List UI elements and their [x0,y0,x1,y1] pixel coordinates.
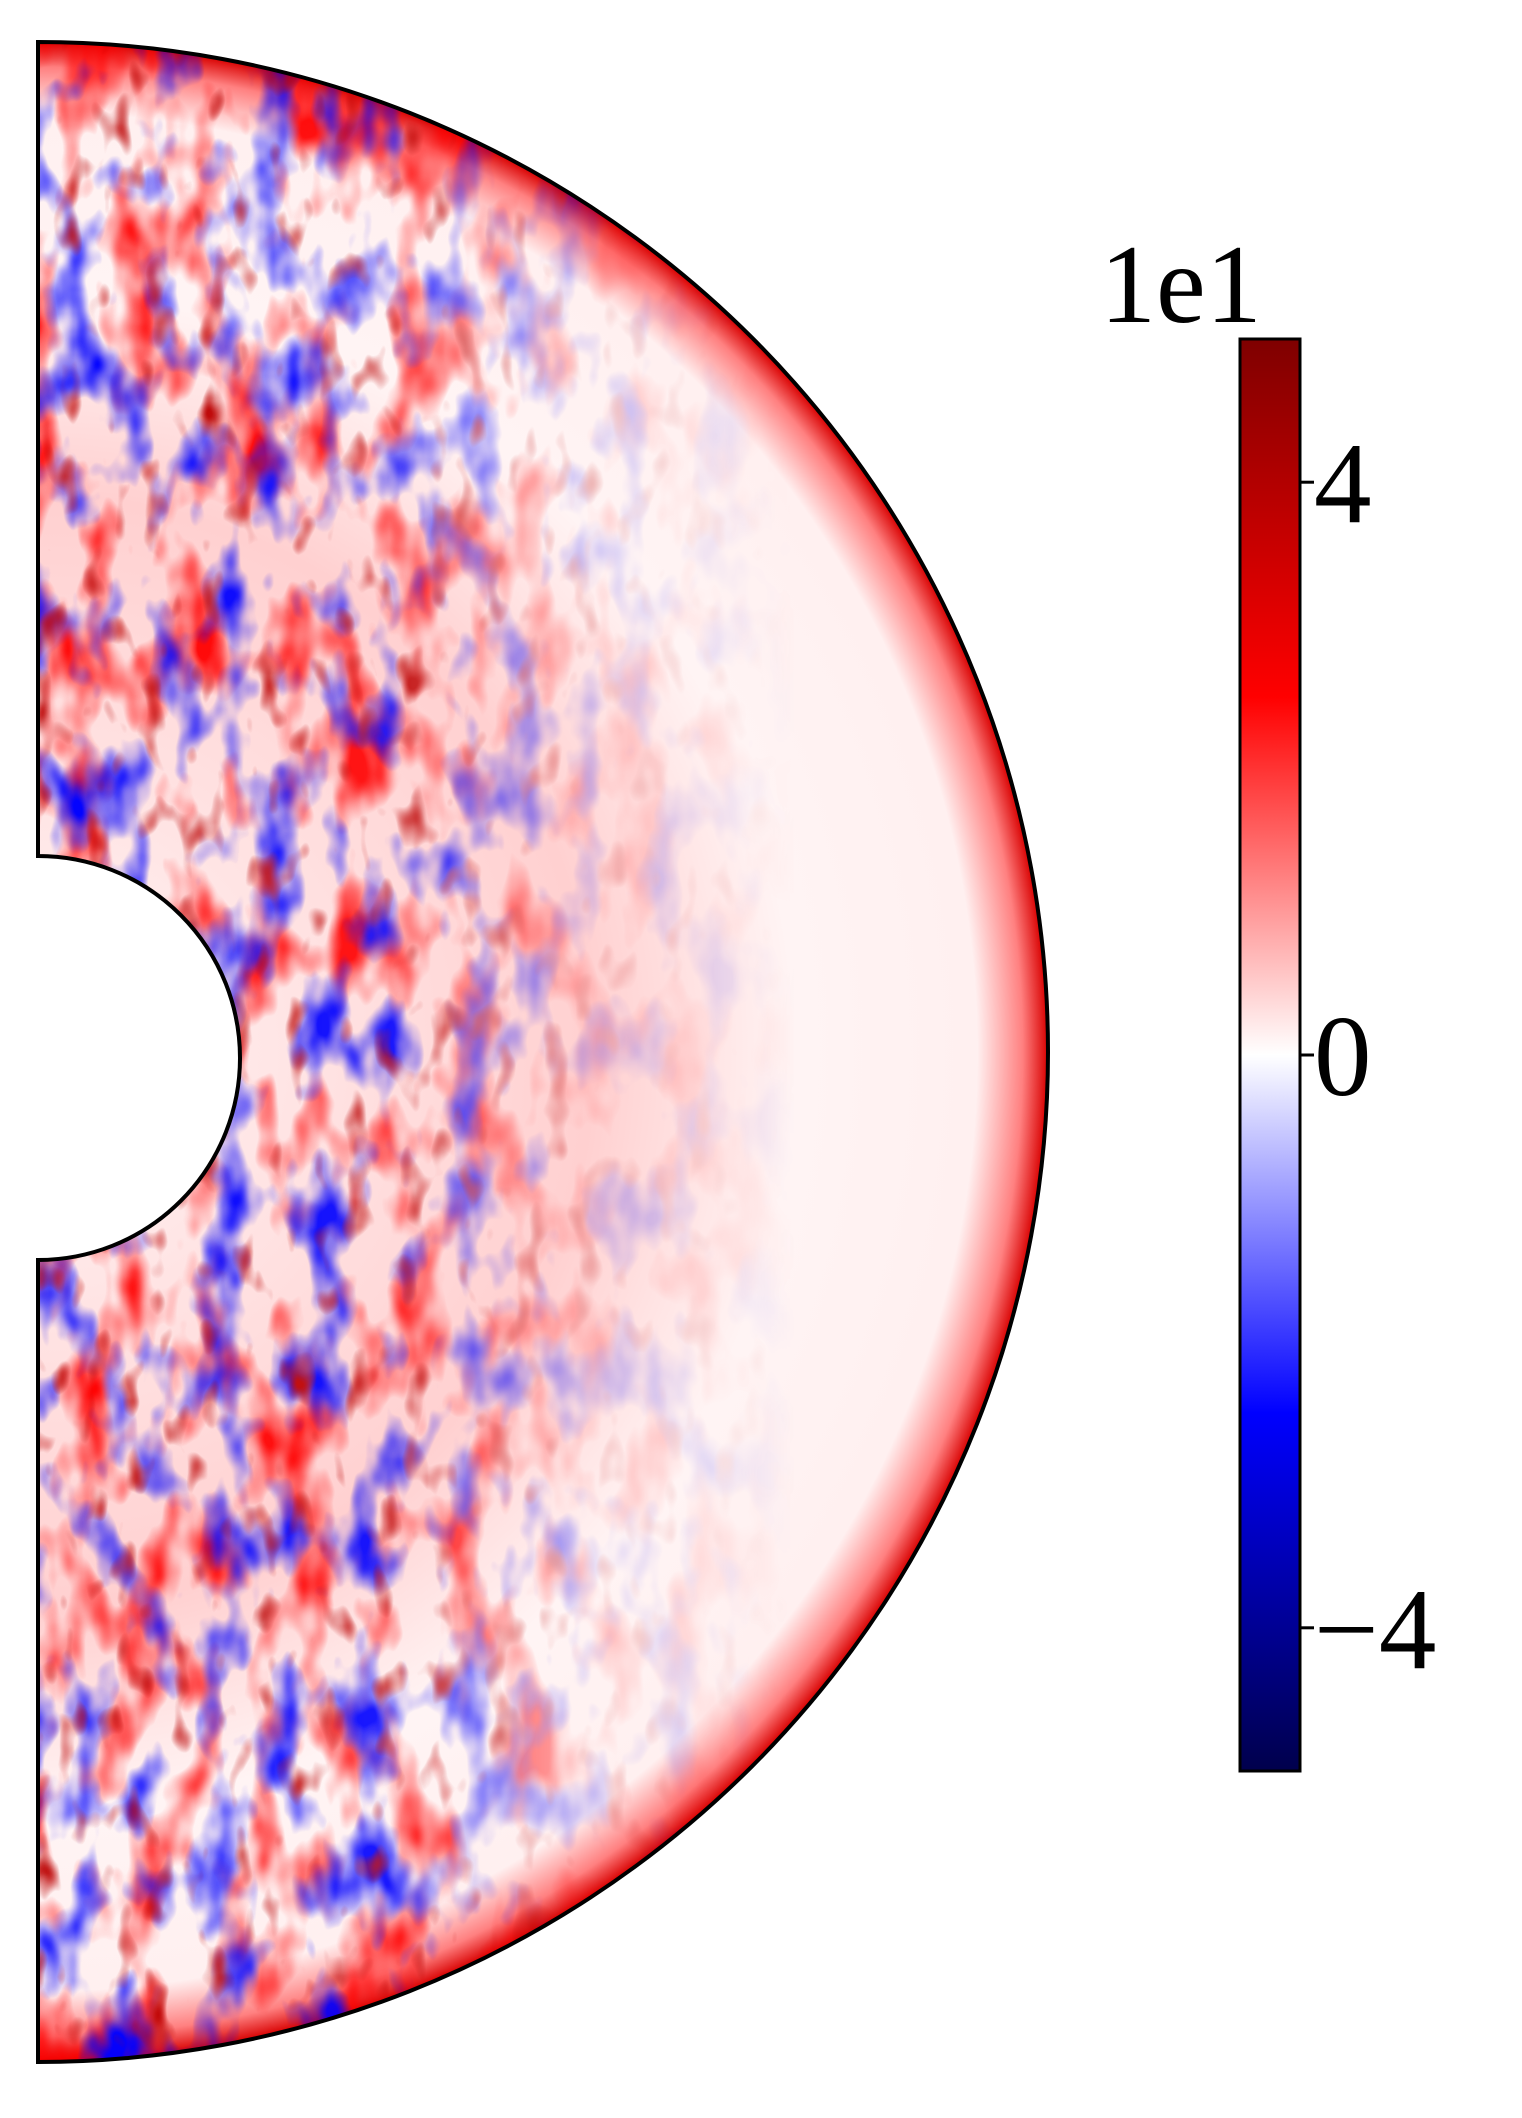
colorbar-tick-label-1: 0 [1314,993,1372,1120]
colorbar-exponent-label: 1e1 [1100,223,1262,347]
field-extreme-structures [38,42,1048,2062]
field-contour-plot [38,42,1048,2062]
colorbar: 1e1 4 0 −4 [1100,223,1436,1773]
colorbar-tick-label-2: −4 [1314,1566,1436,1693]
domain-outline [36,39,1050,2065]
colorbar-gradient [1238,337,1302,1773]
colorbar-ticks: 4 0 −4 [1300,420,1436,1693]
colorbar-tick-label-0: 4 [1314,420,1372,547]
